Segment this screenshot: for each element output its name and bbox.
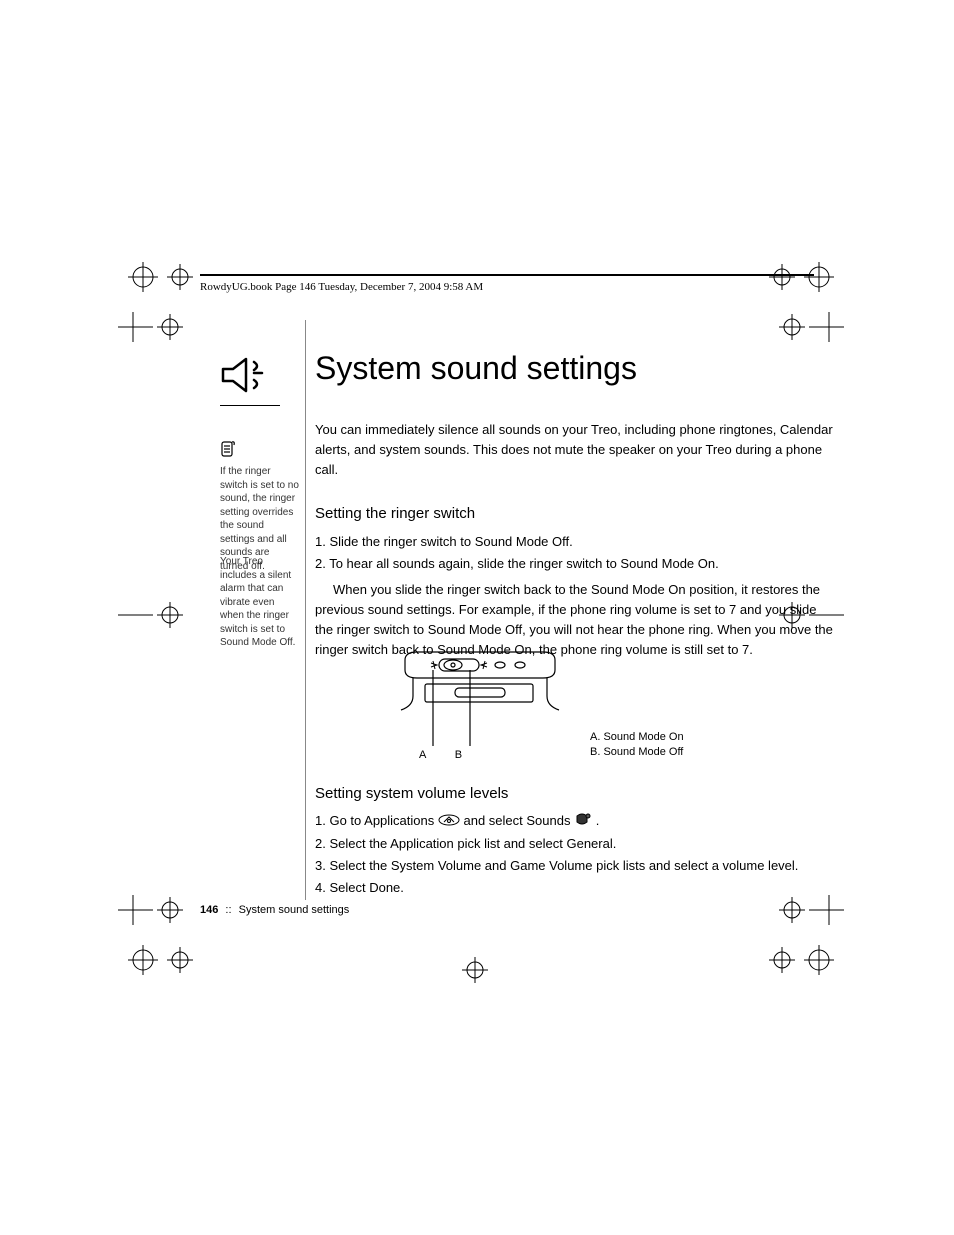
- label-a: A: [419, 749, 426, 761]
- vertical-divider: [305, 320, 306, 900]
- home-icon: [438, 812, 460, 832]
- section1-steps: 1. Slide the ringer switch to Sound Mode…: [315, 532, 835, 574]
- step-text: and select Sounds: [463, 813, 574, 828]
- step: 4. Select Done.: [315, 878, 835, 898]
- footer-sep: ::: [225, 904, 231, 916]
- step-text: 1. Go to Applications: [315, 813, 438, 828]
- footer: 146 :: System sound settings: [200, 904, 349, 916]
- crop-mark-bl2: [118, 895, 188, 925]
- figure-ab-labels: A B: [419, 749, 462, 761]
- sidebar-tip-2: Your Treo includes a silent alarm that c…: [220, 555, 300, 650]
- step: 2. To hear all sounds again, slide the r…: [315, 554, 835, 574]
- section1-para: When you slide the ringer switch back to…: [315, 580, 835, 661]
- footer-title: System sound settings: [239, 904, 350, 916]
- step: 2. Select the Application pick list and …: [315, 834, 835, 854]
- section1-heading: Setting the ringer switch: [315, 502, 835, 525]
- crop-mark-tr2: [774, 312, 844, 342]
- crop-mark-br: [764, 945, 834, 975]
- header-rule: [200, 274, 814, 276]
- step-text: .: [596, 813, 600, 828]
- sounds-icon: [574, 812, 592, 832]
- icon-divider: [220, 405, 280, 406]
- legend-b: B. Sound Mode Off: [590, 745, 684, 760]
- crop-mark-tl2: [118, 312, 188, 342]
- device-figure: [395, 648, 565, 748]
- page-number: 146: [200, 904, 218, 916]
- section2-steps: 1. Go to Applications and select Sounds …: [315, 811, 835, 898]
- intro-para: You can immediately silence all sounds o…: [315, 420, 835, 480]
- crop-mark-bl: [128, 945, 198, 975]
- section2: Setting system volume levels 1. Go to Ap…: [315, 782, 835, 904]
- tip-icon: [220, 440, 236, 460]
- crop-mark-bc: [460, 955, 490, 985]
- step: 1. Slide the ringer switch to Sound Mode…: [315, 532, 835, 552]
- label-b: B: [455, 749, 462, 761]
- step: 1. Go to Applications and select Sounds …: [315, 811, 835, 832]
- speaker-icon: [220, 355, 275, 395]
- page-title: System sound settings: [315, 350, 637, 387]
- figure-legend: A. Sound Mode On B. Sound Mode Off: [590, 730, 684, 761]
- crop-mark-ml: [118, 600, 188, 630]
- crop-mark-tr: [764, 262, 834, 292]
- crop-mark-tl: [128, 262, 198, 292]
- section2-heading: Setting system volume levels: [315, 782, 835, 805]
- main-content: You can immediately silence all sounds o…: [315, 420, 835, 681]
- step: 3. Select the System Volume and Game Vol…: [315, 856, 835, 876]
- header-text: RowdyUG.book Page 146 Tuesday, December …: [200, 281, 483, 293]
- legend-a: A. Sound Mode On: [590, 730, 684, 745]
